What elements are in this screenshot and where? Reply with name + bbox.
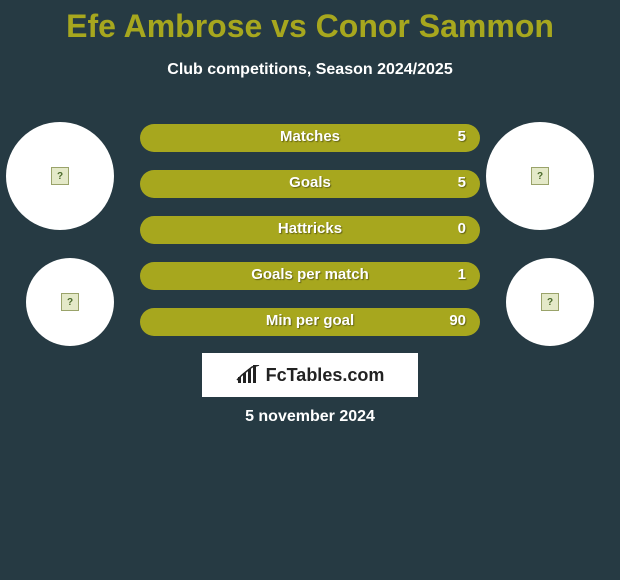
subtitle: Club competitions, Season 2024/2025	[0, 61, 620, 79]
stat-bar: Goals5	[140, 170, 480, 198]
stat-bar: Hattricks0	[140, 216, 480, 244]
stat-bar-label: Min per goal	[140, 312, 480, 329]
stat-bar-value: 90	[449, 312, 466, 329]
image-placeholder-icon: ?	[531, 167, 549, 185]
stat-bar-label: Hattricks	[140, 220, 480, 237]
brand-text: FcTables.com	[266, 365, 385, 386]
date-text: 5 november 2024	[0, 408, 620, 426]
stage: Efe Ambrose vs Conor Sammon Club competi…	[0, 0, 620, 580]
stat-bar: Matches5	[140, 124, 480, 152]
brand-chart-icon	[236, 365, 262, 385]
stat-bar: Min per goal90	[140, 308, 480, 336]
stat-bar-label: Goals	[140, 174, 480, 191]
page-title: Efe Ambrose vs Conor Sammon	[0, 8, 620, 45]
stat-bar-value: 5	[458, 128, 466, 145]
club-logo-right: ?	[506, 258, 594, 346]
brand-box: FcTables.com	[202, 353, 418, 397]
stat-bar-label: Matches	[140, 128, 480, 145]
stat-bar-value: 1	[458, 266, 466, 283]
player-avatar-right: ?	[486, 122, 594, 230]
player-avatar-left: ?	[6, 122, 114, 230]
stat-bar: Goals per match1	[140, 262, 480, 290]
image-placeholder-icon: ?	[51, 167, 69, 185]
stat-bar-label: Goals per match	[140, 266, 480, 283]
stat-bar-value: 5	[458, 174, 466, 191]
image-placeholder-icon: ?	[61, 293, 79, 311]
image-placeholder-icon: ?	[541, 293, 559, 311]
stat-bar-value: 0	[458, 220, 466, 237]
club-logo-left: ?	[26, 258, 114, 346]
